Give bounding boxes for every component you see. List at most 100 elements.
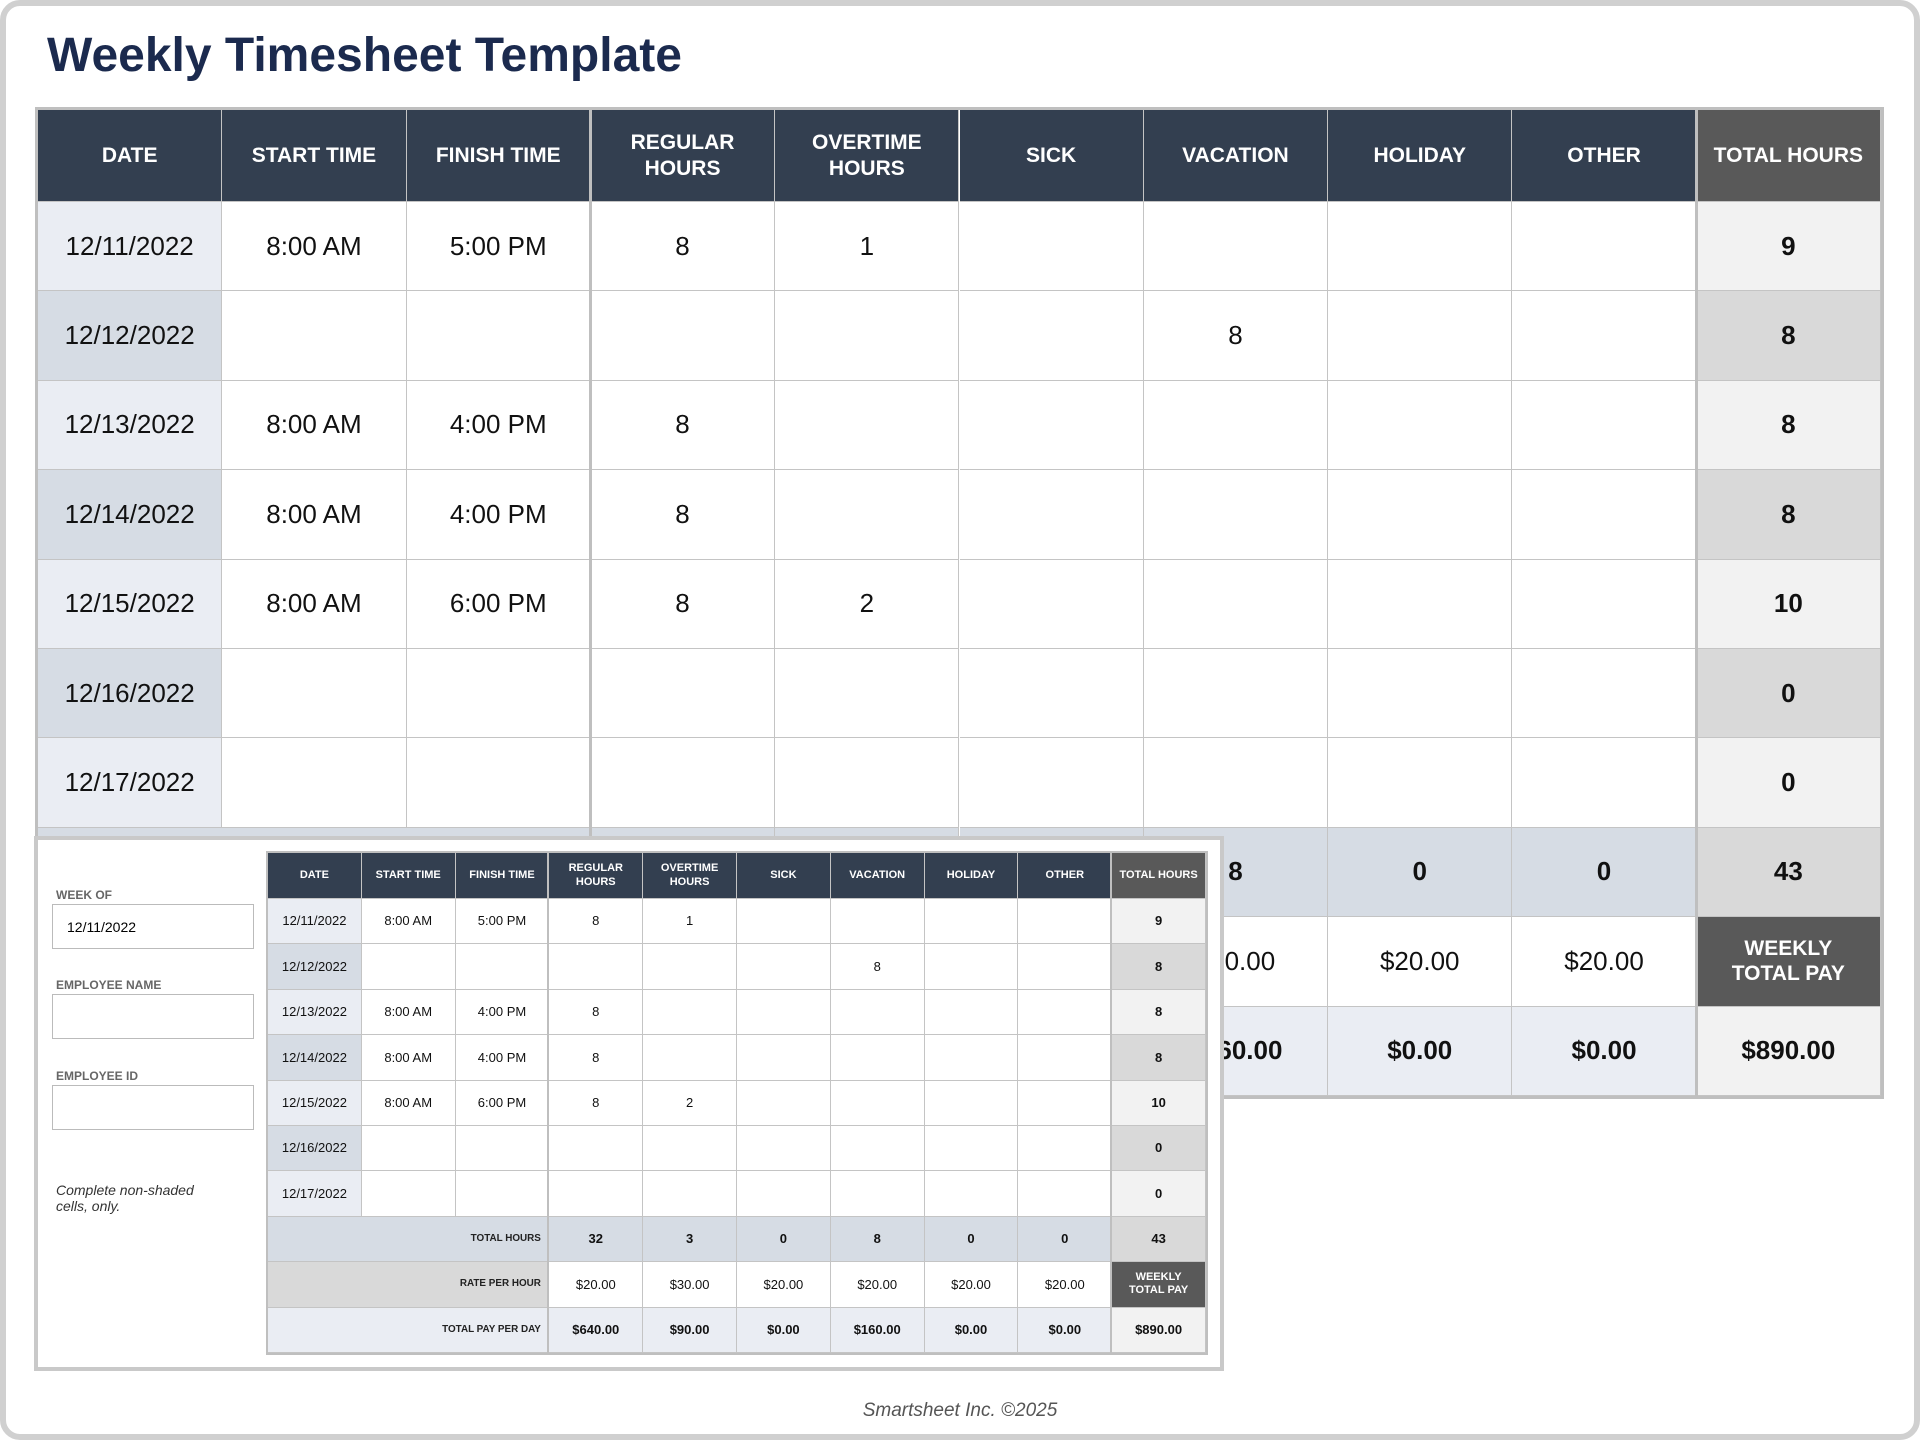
field-label: EMPLOYEE ID bbox=[56, 1069, 139, 1083]
data-cell: 12/16/2022 bbox=[268, 1126, 362, 1172]
weekly-pay-label: WEEKLY TOTAL PAY bbox=[1696, 917, 1881, 1007]
weekly-pay-label: WEEKLY TOTAL PAY bbox=[1112, 1262, 1206, 1308]
data-cell: 8 bbox=[1143, 291, 1329, 381]
data-cell bbox=[830, 1080, 925, 1126]
field-label: WEEK OF bbox=[56, 888, 112, 902]
data-cell: 12/13/2022 bbox=[268, 989, 362, 1036]
data-cell bbox=[959, 470, 1144, 560]
data-cell bbox=[455, 1126, 550, 1172]
data-cell: 8:00 AM bbox=[222, 380, 407, 471]
data-cell bbox=[361, 1126, 456, 1172]
data-cell: 12/15/2022 bbox=[268, 1080, 362, 1126]
header-cell: OVERTIME HOURS bbox=[775, 110, 960, 202]
data-cell bbox=[830, 1035, 925, 1081]
data-cell: 8 bbox=[1696, 470, 1881, 560]
data-cell: 8 bbox=[1112, 989, 1206, 1036]
data-cell: 12/17/2022 bbox=[268, 1171, 362, 1217]
data-cell bbox=[1143, 470, 1329, 560]
data-cell bbox=[924, 1126, 1019, 1172]
data-cell: 0 bbox=[1112, 1126, 1206, 1172]
data-cell bbox=[1328, 291, 1513, 381]
header-cell: DATE bbox=[38, 110, 223, 202]
data-cell: 0 bbox=[1112, 1171, 1206, 1217]
header-cell: VACATION bbox=[830, 853, 925, 899]
summary-cell: $640.00 bbox=[549, 1307, 644, 1353]
summary-cell: $20.00 bbox=[1328, 917, 1513, 1007]
data-cell: 2 bbox=[643, 1080, 737, 1126]
title: Weekly Timesheet Template bbox=[47, 29, 682, 82]
data-cell: 4:00 PM bbox=[406, 470, 591, 560]
data-cell: 10 bbox=[1696, 559, 1881, 649]
field-box bbox=[52, 1085, 254, 1130]
data-cell bbox=[406, 649, 591, 739]
data-cell: 12/11/2022 bbox=[268, 899, 362, 945]
data-cell: 9 bbox=[1112, 899, 1206, 945]
data-cell bbox=[1018, 944, 1113, 990]
data-cell bbox=[455, 1171, 550, 1217]
data-cell: 8 bbox=[1112, 944, 1206, 990]
data-cell: 1 bbox=[775, 202, 960, 292]
data-cell: 8:00 AM bbox=[222, 202, 407, 292]
header-cell: TOTAL HOURS bbox=[1112, 853, 1206, 899]
data-cell: 12/16/2022 bbox=[38, 649, 223, 739]
data-cell: 5:00 PM bbox=[406, 202, 591, 292]
data-cell bbox=[643, 1171, 737, 1217]
summary-cell: $0.00 bbox=[1328, 1006, 1513, 1096]
data-cell: 8 bbox=[1696, 380, 1881, 471]
data-cell bbox=[643, 944, 737, 990]
data-cell bbox=[1512, 559, 1697, 649]
header-cell: REGULAR HOURS bbox=[590, 110, 776, 202]
data-cell bbox=[737, 1171, 831, 1217]
data-cell bbox=[1512, 470, 1697, 560]
data-cell bbox=[1328, 380, 1513, 471]
header-cell: FINISH TIME bbox=[406, 110, 591, 202]
data-cell: 8:00 AM bbox=[361, 989, 456, 1036]
summary-label: RATE PER HOUR bbox=[268, 1262, 550, 1308]
data-cell bbox=[1143, 380, 1329, 471]
field-box: 12/11/2022 bbox=[52, 904, 254, 949]
field-box bbox=[52, 994, 254, 1039]
data-cell: 12/17/2022 bbox=[38, 738, 223, 828]
data-cell: 10 bbox=[1112, 1080, 1206, 1126]
data-cell bbox=[959, 291, 1144, 381]
header-cell: HOLIDAY bbox=[924, 853, 1019, 899]
summary-cell: $20.00 bbox=[924, 1262, 1019, 1308]
data-cell: 8 bbox=[549, 989, 644, 1036]
data-cell bbox=[455, 944, 550, 990]
data-cell: 8:00 AM bbox=[361, 899, 456, 945]
header-cell: FINISH TIME bbox=[455, 853, 550, 899]
data-cell bbox=[1018, 1126, 1113, 1172]
summary-cell: $20.00 bbox=[1512, 917, 1697, 1007]
data-cell bbox=[549, 1171, 644, 1217]
summary-cell: $160.00 bbox=[830, 1307, 925, 1353]
data-cell bbox=[590, 738, 776, 828]
data-cell bbox=[959, 649, 1144, 739]
divider bbox=[547, 853, 550, 1353]
header-cell: OTHER bbox=[1512, 110, 1697, 202]
header-cell: HOLIDAY bbox=[1328, 110, 1513, 202]
data-cell bbox=[590, 291, 776, 381]
data-cell bbox=[361, 944, 456, 990]
divider bbox=[1110, 853, 1113, 1353]
data-cell: 5:00 PM bbox=[455, 899, 550, 945]
data-cell: 12/11/2022 bbox=[38, 202, 223, 292]
data-cell bbox=[1143, 202, 1329, 292]
data-cell bbox=[737, 1035, 831, 1081]
data-cell bbox=[1328, 470, 1513, 560]
data-cell bbox=[775, 380, 960, 471]
data-cell bbox=[406, 738, 591, 828]
summary-cell: 0 bbox=[1512, 827, 1697, 918]
data-cell bbox=[222, 291, 407, 381]
summary-cell: 3 bbox=[643, 1216, 737, 1263]
header-cell: START TIME bbox=[222, 110, 407, 202]
data-cell bbox=[1328, 738, 1513, 828]
data-cell bbox=[1512, 202, 1697, 292]
data-cell: 8:00 AM bbox=[361, 1035, 456, 1081]
data-cell: 9 bbox=[1696, 202, 1881, 292]
data-cell bbox=[361, 1171, 456, 1217]
data-cell bbox=[1512, 649, 1697, 739]
data-cell bbox=[222, 738, 407, 828]
data-cell bbox=[590, 649, 776, 739]
data-cell: 8 bbox=[590, 470, 776, 560]
